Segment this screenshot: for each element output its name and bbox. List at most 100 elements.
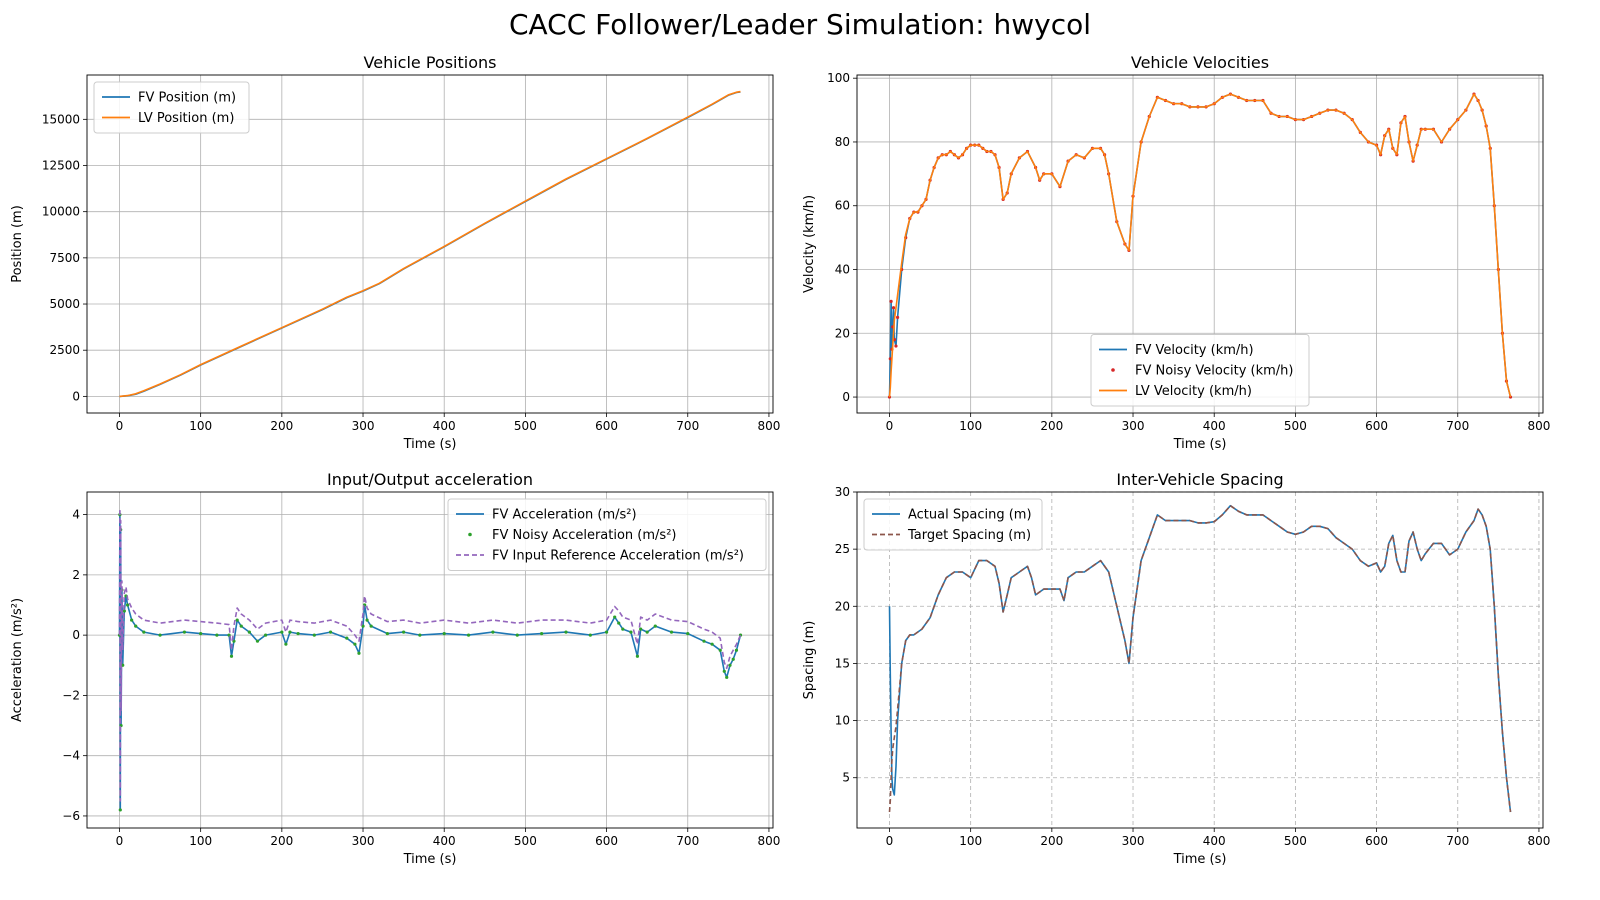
data-point [588,633,592,637]
axes-frame [86,491,774,829]
y-tick-label: 4 [72,508,80,522]
y-tick-label: 60 [835,199,850,213]
plot-area [119,90,741,398]
data-point [621,627,625,631]
axes-frame [856,491,1544,829]
y-tick-label: 40 [835,263,850,277]
x-tick-label: 100 [189,834,212,848]
y-tick-label: 20 [835,326,850,340]
x-tick-label: 100 [959,419,982,433]
series-line-fv-acceleration-m-s [118,513,742,811]
y-tick-label: 2500 [49,343,80,357]
y-tick-label: 7500 [49,251,80,265]
y-tick-label: 80 [835,135,850,149]
legend-label: FV Position (m) [138,91,236,106]
series-line-target-spacing-m [888,504,1512,813]
data-point [894,344,898,348]
y-tick-label: 30 [835,485,850,499]
data-point [617,621,621,625]
x-tick-label: 700 [676,834,699,848]
series-line-lv-position-m [119,90,741,398]
x-tick-label: 700 [676,419,699,433]
x-tick-label: 600 [595,834,618,848]
legend-box [93,81,250,134]
legend-label: FV Velocity (km/h) [1135,343,1254,358]
data-point [118,808,122,812]
series-line-actual-spacing-m [888,504,1512,813]
data-point [235,618,239,622]
legend-label: FV Input Reference Acceleration (m/s²) [492,549,744,564]
y-tick-label: 0 [72,389,80,403]
data-point [466,633,471,637]
x-tick-label: 800 [1527,419,1550,433]
data-point [312,633,316,637]
x-tick-label: 800 [757,419,780,433]
y-tick-label: 10000 [42,205,80,219]
data-point [239,624,243,628]
axes-frame [856,74,1544,414]
x-tick-label: 0 [886,419,894,433]
x-tick-label: 800 [757,834,780,848]
legend: FV Acceleration (m/s²) FV Noisy Accelerat… [447,498,767,571]
y-tick-label: 5000 [49,297,80,311]
x-tick-label: 300 [352,834,375,848]
data-point [604,630,609,634]
legend-box [863,498,1043,551]
data-point [284,642,288,646]
legend-label: Actual Spacing (m) [908,508,1032,523]
x-axis-label: Time (s) [1173,852,1227,867]
data-point [418,633,422,637]
chart-input-output-acceleration: 0 100 200 300 400 500 600 700 800 −6 −4 −2 0 2 4 Input/… [10,470,780,867]
data-point [280,630,284,634]
data-point [710,642,714,646]
x-tick-label: 200 [1040,834,1063,848]
x-tick-label: 600 [595,419,618,433]
legend-label: FV Noisy Velocity (km/h) [1135,364,1293,379]
data-point [247,630,251,634]
data-point [402,630,406,634]
y-tick-label: 25 [835,542,850,556]
x-tick-label: 100 [959,834,982,848]
x-tick-label: 300 [352,419,375,433]
data-point [142,630,146,634]
y-tick-label: 12500 [42,159,80,173]
data-point [130,618,134,622]
data-point [686,632,690,636]
y-tick-label: 5 [842,771,850,785]
data-point [702,639,706,643]
x-tick-label: 300 [1122,834,1145,848]
legend-marker [1111,368,1115,372]
data-point [125,603,130,607]
data-point [121,663,125,667]
x-tick-label: 400 [1203,419,1226,433]
data-point [345,636,349,640]
axes-frame [86,74,774,414]
y-tick-label: −2 [62,688,80,702]
x-tick-label: 600 [1365,834,1388,848]
x-tick-label: 400 [433,419,456,433]
data-point [328,630,333,634]
data-point [895,315,900,319]
data-point [639,627,643,631]
data-point [353,642,357,646]
chart-title: Input/Output acceleration [327,470,533,489]
legend: FV Position (m) LV Position (m) [93,81,250,134]
x-axis-label: Time (s) [1173,437,1227,452]
legend-box [447,498,767,571]
legend: FV Velocity (km/h) FV Noisy Velocity (km/… [1090,334,1310,407]
legend-label: FV Noisy Acceleration (m/s²) [492,528,676,543]
legend-marker [468,532,472,537]
x-axis-label: Time (s) [403,437,457,452]
x-tick-label: 500 [514,419,537,433]
plot-area [117,507,743,812]
data-point [564,630,568,634]
data-point [158,633,162,637]
data-point [653,624,657,628]
data-point [134,624,138,628]
x-tick-label: 700 [1446,419,1469,433]
data-point [731,657,735,661]
y-tick-label: 10 [835,714,850,728]
series-line-fv-input-reference-acceleration-m-s [118,507,742,802]
x-tick-label: 200 [270,834,293,848]
data-point [613,615,617,619]
